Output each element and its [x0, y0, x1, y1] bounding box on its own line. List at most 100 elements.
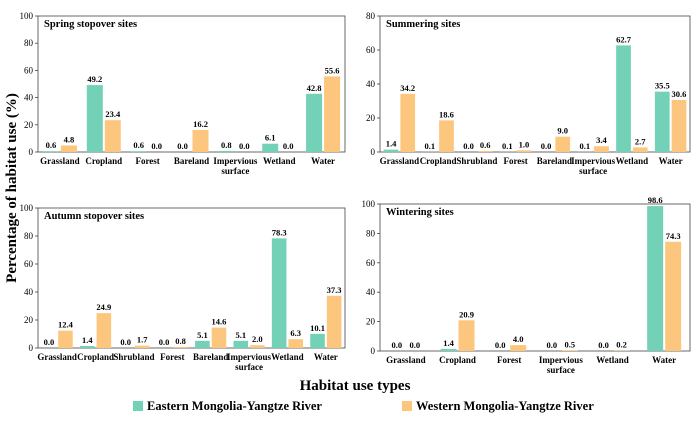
panel-title: Summering sites — [386, 19, 460, 30]
bar-value-label: 18.6 — [439, 109, 454, 119]
bar-value-label: 5.1 — [197, 330, 208, 340]
chart-panels: Spring stopover sites 0 20 40 60 80 100 0.6 4.8 G… — [20, 11, 691, 375]
x-tick-label: Wetland — [263, 156, 296, 166]
x-tick-label: Shrubland — [456, 156, 497, 166]
bar-value-label: 34.2 — [400, 83, 415, 93]
panel-frame — [380, 16, 690, 152]
bar-western — [135, 346, 150, 348]
y-tick-label: 100 — [362, 199, 376, 209]
bar-western — [439, 120, 454, 152]
bar-western — [555, 137, 570, 152]
bar-value-label: 74.3 — [666, 231, 681, 241]
bar-value-label: 4.0 — [513, 334, 524, 344]
bar-eastern — [441, 349, 457, 351]
bar-value-label: 4.8 — [64, 134, 75, 144]
x-tick-label: Wetland — [271, 352, 304, 362]
y-tick-label: 60 — [24, 65, 34, 75]
x-tick-label: Wetland — [596, 355, 629, 365]
y-tick-label: 20 — [24, 120, 34, 130]
bar-value-label: 0.0 — [547, 340, 558, 350]
bar-western — [665, 242, 681, 351]
bar-value-label: 20.9 — [459, 309, 474, 319]
bar-western — [327, 296, 342, 348]
x-tick-label: Water — [311, 156, 335, 166]
bar-value-label: 0.0 — [283, 141, 294, 151]
bar-value-label: 9.0 — [557, 126, 568, 136]
y-tick-label: 40 — [366, 79, 376, 89]
bar-value-label: 0.1 — [579, 141, 590, 151]
bar-western — [594, 146, 609, 152]
bar-value-label: 55.6 — [325, 65, 340, 75]
x-tick-label: Cropland — [439, 355, 476, 365]
bar-eastern — [43, 151, 59, 152]
bar-western — [400, 94, 415, 152]
y-tick-label: 100 — [20, 11, 34, 21]
y-tick-label: 40 — [366, 287, 376, 297]
y-tick-label: 20 — [366, 113, 376, 123]
x-tick-label: Bareland — [537, 156, 572, 166]
x-tick-label: Grassland — [386, 355, 426, 365]
bar-value-label: 1.4 — [82, 335, 93, 345]
y-tick-label: 100 — [20, 203, 34, 213]
bar-value-label: 0.6 — [480, 140, 491, 150]
bar-value-label: 1.0 — [519, 139, 530, 149]
bar-eastern — [384, 150, 399, 152]
bar-value-label: 30.6 — [672, 89, 687, 99]
bar-eastern — [233, 341, 248, 348]
bar-western — [633, 147, 648, 152]
bar-western — [212, 328, 227, 348]
x-tick-label: Water — [659, 156, 683, 166]
y-tick-label: 60 — [366, 258, 376, 268]
bar-western — [288, 339, 303, 348]
panel-frame — [38, 16, 345, 152]
bar-value-label: 2.0 — [252, 334, 263, 344]
bar-western — [324, 76, 340, 152]
y-tick-label: 40 — [24, 93, 34, 103]
y-tick-label: 40 — [24, 287, 34, 297]
y-tick-label: 0 — [29, 147, 34, 157]
panel-frame — [38, 208, 345, 348]
bar-value-label: 0.0 — [177, 141, 188, 151]
y-tick-label: 0 — [29, 343, 34, 353]
x-tick-label: Shrubland — [113, 352, 154, 362]
bar-value-label: 98.6 — [648, 195, 663, 205]
bar-value-label: 0.0 — [239, 141, 250, 151]
bar-value-label: 1.7 — [137, 335, 148, 345]
bar-value-label: 14.6 — [212, 317, 227, 327]
bar-value-label: 37.3 — [327, 285, 342, 295]
bar-eastern — [647, 206, 663, 351]
bar-value-label: 0.8 — [175, 336, 186, 346]
bar-eastern — [218, 151, 234, 152]
x-tick-label: Grassland — [37, 352, 77, 362]
bar-eastern — [306, 94, 322, 152]
bar-value-label: 1.4 — [443, 338, 454, 348]
bar-eastern — [195, 341, 210, 348]
x-tick-label: Bareland — [174, 156, 209, 166]
bar-value-label: 2.7 — [635, 136, 646, 146]
x-tick-label: Grassland — [380, 156, 420, 166]
bar-value-label: 0.5 — [565, 339, 576, 349]
bar-western — [562, 350, 578, 351]
bar-western — [250, 345, 265, 348]
panel-title: Autumn stopover sites — [44, 211, 144, 222]
bar-value-label: 0.0 — [120, 337, 131, 347]
x-tick-label: Cropland — [420, 156, 457, 166]
bar-value-label: 42.8 — [307, 83, 322, 93]
bar-value-label: 62.7 — [616, 34, 632, 44]
bar-western — [58, 331, 73, 348]
bar-western — [517, 150, 532, 152]
y-tick-label: 80 — [366, 11, 376, 21]
x-tick-label: Water — [314, 352, 338, 362]
y-tick-label: 80 — [24, 38, 34, 48]
bar-western — [173, 347, 188, 348]
x-tick-label: Forest — [160, 352, 184, 362]
panel-title: Spring stopover sites — [44, 19, 137, 30]
bar-eastern — [655, 92, 670, 152]
bar-eastern — [80, 346, 95, 348]
bar-value-label: 0.0 — [410, 340, 421, 350]
